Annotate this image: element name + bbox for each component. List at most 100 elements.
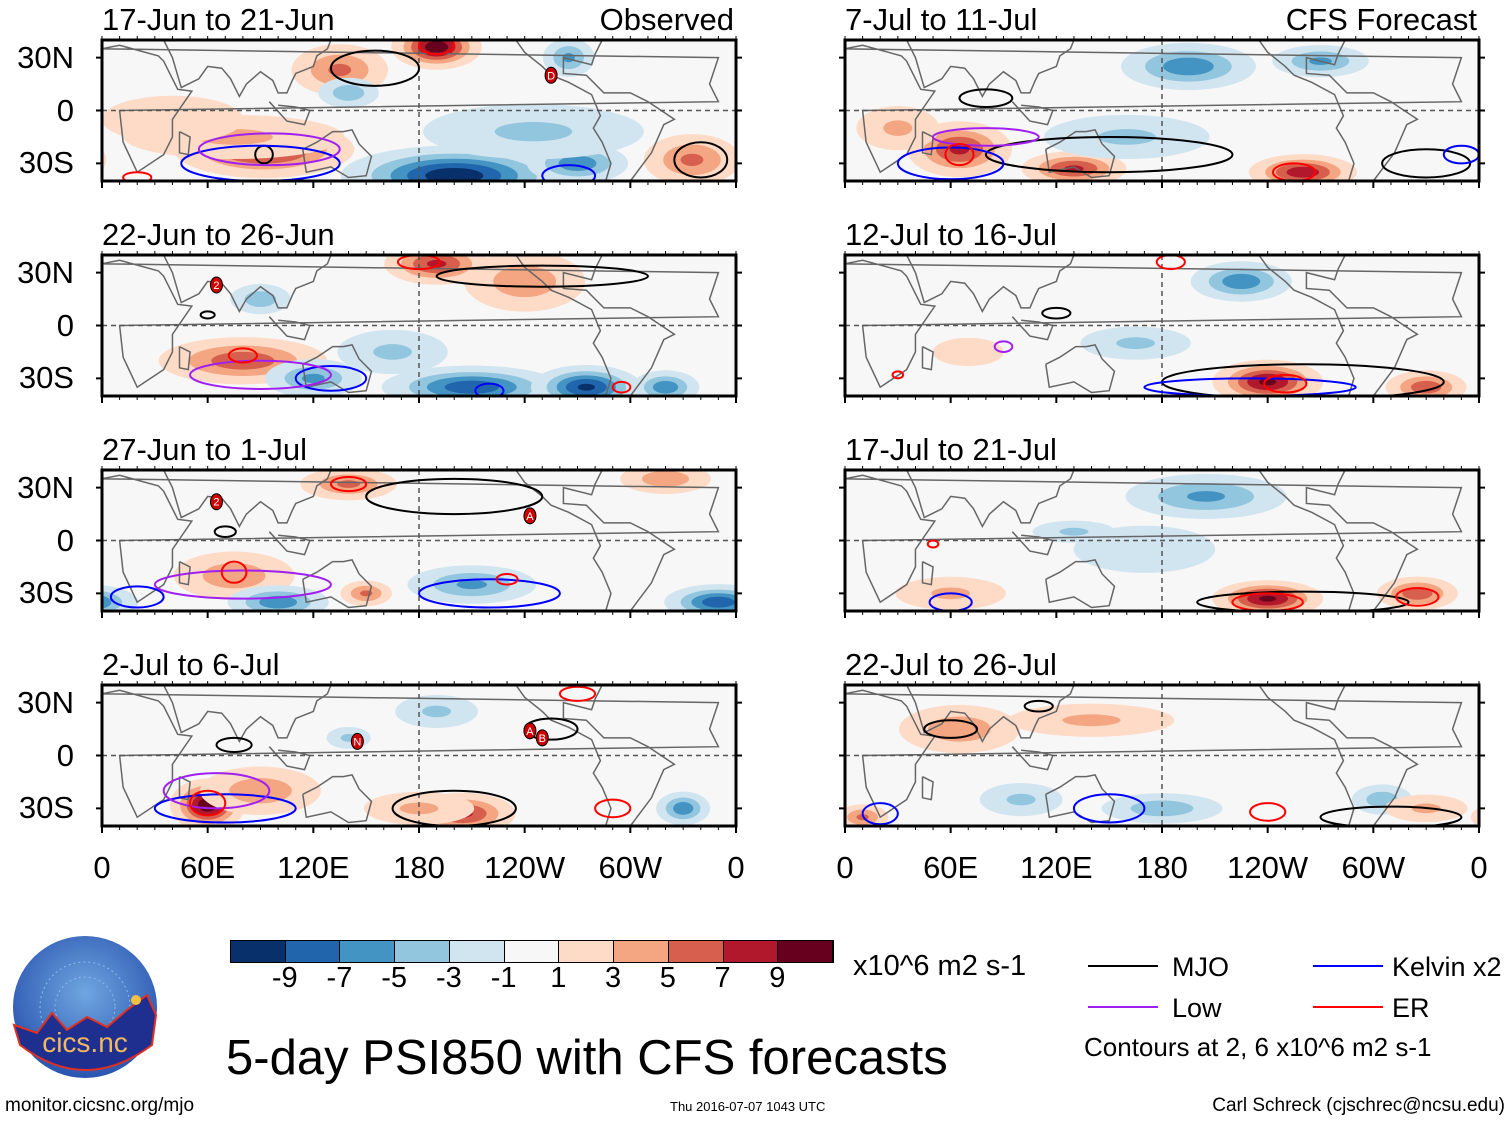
colorbar-tick-label: 5 [659,962,676,994]
mjo-contour [391,789,517,826]
kelvin-contour [1442,144,1479,165]
map-panel: 2 [96,251,742,403]
low-contour [932,127,1040,147]
coastline [302,129,373,179]
lon-label: 0 [836,850,854,885]
mjo-contour [984,135,1234,174]
lat-label: 30S [18,790,74,826]
coastline [921,775,934,801]
anomaly-fill [1073,525,1216,573]
anomaly-fill [202,563,266,589]
coastline [102,259,720,389]
low-contour [153,569,332,600]
storm-marker: N [350,732,364,750]
anomaly-fill [1490,106,1510,150]
map-panel [839,251,1485,403]
units-label: x10^6 m2 s-1 [853,950,1027,982]
lon-label: 0 [1470,850,1488,885]
mjo-contour [1041,306,1072,320]
legend-er: ER [1392,993,1430,1023]
colorbar-swatch [340,941,396,962]
colorbar-tick-label: -9 [271,962,298,994]
anomaly-fill [494,121,573,142]
anomaly-fill [444,380,499,394]
contour-note: Contours at 2, 6 x10^6 m2 s-1 [1084,1032,1432,1062]
kelvin-contour [1143,377,1357,396]
anomaly-fill [702,596,735,608]
er-contour [495,572,519,586]
er-contour [1231,592,1304,611]
anomaly-fill [883,120,913,136]
anomaly-fill [751,795,834,823]
anomaly-fill [332,85,365,101]
mjo-contour [1023,699,1054,713]
anomaly-fill [301,373,325,383]
panel-title: 17-Jun to 21-Jun [102,2,335,37]
lat-label: 30S [18,575,74,611]
colorbar-tick-label: 7 [714,962,731,994]
coastline [515,40,676,181]
anomaly-fill [752,370,833,404]
mjo-contour [213,525,237,538]
anomaly-fill [1286,166,1320,178]
map-panel [839,466,1485,618]
lon-label: 120E [277,850,350,885]
anomaly-fill [1116,337,1155,349]
low-contour [197,132,341,167]
colorbar-swatch [231,941,286,962]
lat-label: 0 [56,522,74,558]
panel-title: 22-Jul to 26-Jul [845,647,1057,682]
storm-marker: 2 [209,493,223,511]
anomaly-fill [1062,714,1121,727]
coastline [921,130,934,156]
mjo-contour [1196,590,1410,611]
legend-line-er [1313,1006,1383,1008]
anomaly-fill [1411,380,1442,394]
er-contour [558,685,597,702]
anomaly-fill [928,716,991,742]
er-contour [611,380,632,394]
kelvin-contour [474,382,505,396]
mjo-contour [199,310,216,320]
lat-label: 30N [17,39,74,75]
anomaly-fill [424,41,449,53]
panel-title: 22-Jun to 26-Jun [102,217,335,252]
coastline [1258,685,1419,826]
mjo-contour [673,141,729,179]
lon-label: 60E [923,850,979,885]
anomaly-fill [673,802,694,815]
anomaly-fill [743,576,824,610]
coastline [1011,531,1054,556]
legend-kelvin: Kelvin x2 [1392,952,1502,982]
colorbar [230,940,834,963]
svg-text:2: 2 [213,497,219,509]
storm-marker: A [523,722,537,740]
anomaly-fill [337,480,360,488]
anomaly-fill [422,705,452,718]
anomaly-fill [426,259,447,268]
er-contour [418,40,456,56]
legend-low: Low [1172,993,1222,1023]
lat-label: 0 [56,737,74,773]
lon-label: 60E [180,850,236,885]
panel-label: Observed [599,2,734,37]
coastline [845,689,1463,819]
lat-label: 30N [17,684,74,720]
colorbar-swatch [395,941,450,962]
coastline [905,685,1075,743]
mjo-contour [329,49,421,87]
anomaly-fill [493,265,557,298]
anomaly-fill [768,587,798,600]
er-contour [122,171,153,181]
coastline [1045,559,1116,609]
anomaly-fill [932,337,1004,367]
coastline [1045,344,1116,394]
coastline [102,474,720,604]
footer-url[interactable]: monitor.cicsnc.org/mjo [5,1095,195,1116]
anomaly-fill [328,63,352,77]
er-contour [1271,162,1317,181]
coastline [905,470,1075,528]
svg-text:B: B [539,733,546,745]
anomaly-fill [456,579,488,590]
